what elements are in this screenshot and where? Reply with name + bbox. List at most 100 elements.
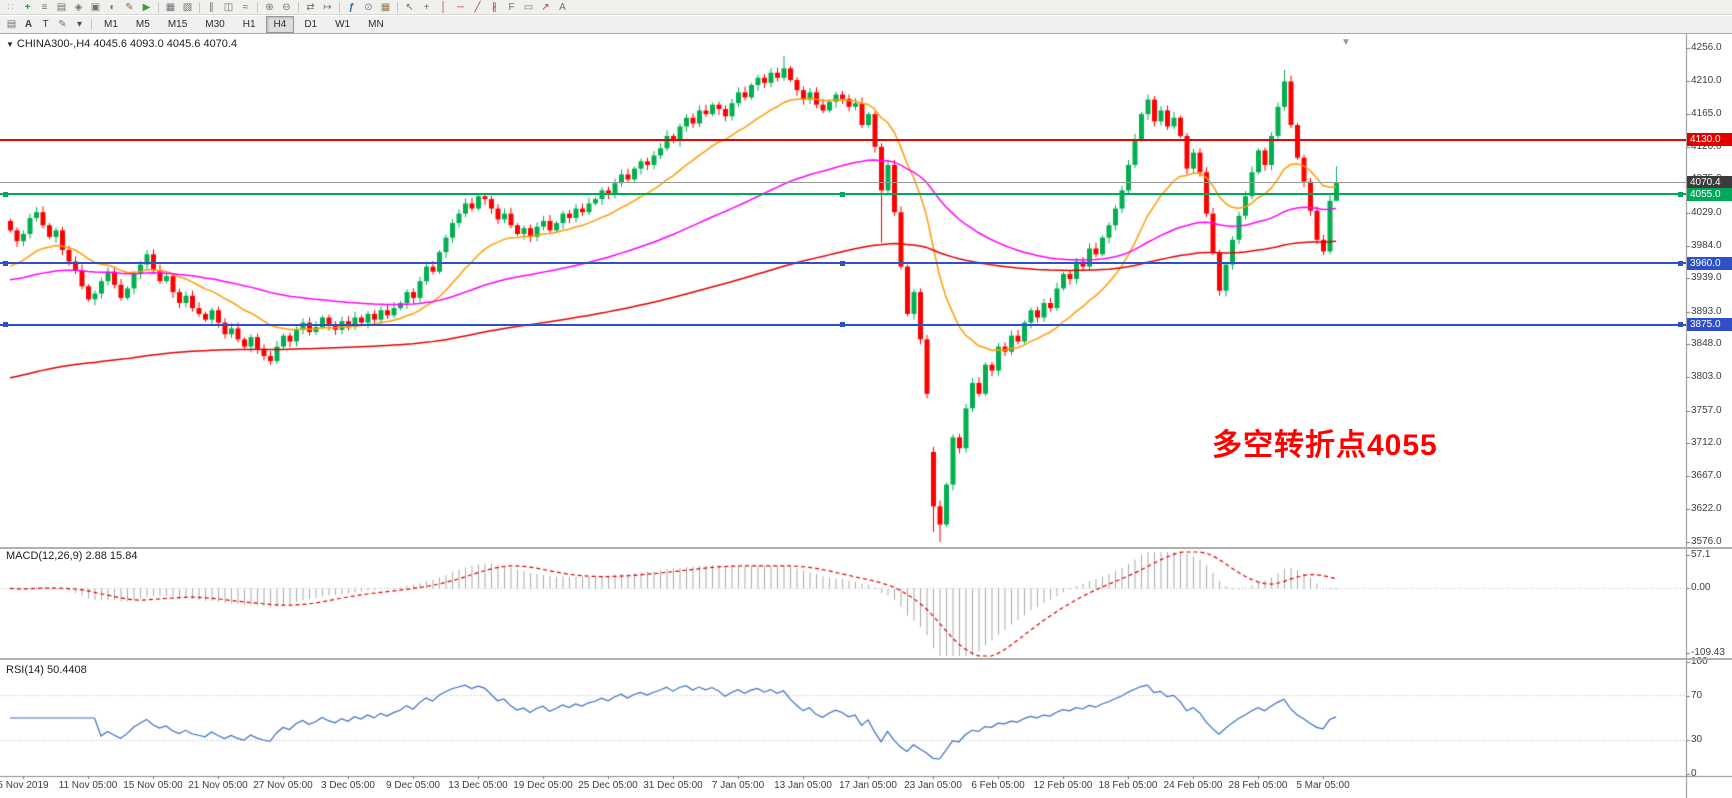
support-line-3875-handle[interactable] [840,322,845,328]
pivot-line-4055-handle[interactable] [1678,191,1683,197]
toolbar-separator [257,1,258,13]
timeframe-button-m5[interactable]: M5 [135,19,150,30]
toolbar-separator [339,1,340,13]
auto-scroll-icon[interactable]: ⇄ [306,1,315,13]
current-price-line[interactable] [0,182,1686,184]
font-tool-icon[interactable]: A [24,19,33,30]
time-axis-label: 5 Mar 05:00 [1296,780,1350,791]
chart-text-annotation[interactable]: 多空转折点4055 [1212,429,1438,462]
time-axis-label: 21 Nov 05:00 [188,780,248,791]
support-line-3960-handle[interactable] [1678,260,1683,266]
panel-separator[interactable] [0,658,1732,660]
fibonacci-icon[interactable]: F [508,1,515,13]
timeframe-button-h1[interactable]: H1 [242,19,256,30]
templates-icon[interactable]: ▦ [380,1,391,13]
text-label-tool-icon[interactable]: T [42,19,49,30]
zoom-in-icon[interactable]: ⊕ [265,1,274,13]
timeframe-button-h4[interactable]: H4 [265,16,295,33]
standard-toolbar: ∷ + ≡ ▤ ◈ ▣ ◐ ✎ ▶ ▦ ▧ ∥ ◫ ≈ ⊕ ⊖ ⇄ ↦ ƒ ⊙ ▦ ↖ + │ ─ ╱ ∦ F ▭ ↗ A [0,0,1732,15]
price-tag: 4055.0 [1687,187,1732,201]
panel-separator[interactable] [0,547,1732,549]
time-axis-label: 3 Dec 05:00 [321,780,375,791]
price-axis-label: 3622.0 [1691,502,1722,514]
zoom-out-icon[interactable]: ⊖ [282,1,291,13]
vertical-line-icon[interactable]: │ [440,1,447,13]
time-axis-label: 25 Dec 05:00 [578,780,638,791]
price-axis-label: 4120.0 [1691,140,1722,152]
price-axis-label: 3712.0 [1691,437,1722,449]
price-axis-label: 4029.0 [1691,206,1722,218]
charts-list-icon[interactable]: ▤ [6,19,17,30]
timeframe-button-w1[interactable]: W1 [335,19,351,30]
time-axis-label: 9 Dec 05:00 [386,780,440,791]
draw-tool-icon[interactable]: ✎ [58,19,67,30]
toolbar-separator [298,1,299,13]
support-line-3875-handle[interactable] [1678,322,1683,328]
metaeditor-icon[interactable]: ✎ [125,1,134,13]
time-axis-label: 15 Nov 05:00 [123,780,183,791]
line-chart-icon[interactable]: ≈ [242,1,249,13]
trendline-icon[interactable]: ╱ [474,1,481,13]
time-axis-label: 11 Nov 05:00 [58,780,118,791]
text-icon[interactable]: A [559,1,566,13]
shapes-icon[interactable]: ▭ [523,1,534,13]
time-axis-label: 12 Feb 05:00 [1033,780,1093,791]
pivot-line-4055-handle[interactable] [840,191,845,197]
resistance-line-4130[interactable] [0,138,1686,141]
time-axis-label: 5 Nov 2019 [0,780,49,791]
cursor-icon[interactable]: ↖ [405,1,414,13]
timeframe-button-d1[interactable]: D1 [304,19,318,30]
periods-dropdown-icon[interactable]: ⊙ [364,1,373,13]
horizontal-line-icon[interactable]: ─ [456,1,465,13]
autotrading-icon[interactable]: ▶ [142,1,151,13]
profiles-icon[interactable]: ▧ [182,1,193,13]
chart-symbol-title: ▼ CHINA300-,H4 4045.6 4093.0 4045.6 4070.… [6,38,237,50]
chart-canvas[interactable] [0,34,1732,798]
arrows-icon[interactable]: ↗ [541,1,550,13]
new-order-icon[interactable]: + [24,1,31,13]
toolbar-grip[interactable]: ∷ [7,1,14,13]
timeframe-button-mn[interactable]: MN [368,19,384,30]
time-axis-label: 6 Feb 05:00 [971,780,1025,791]
price-axis-label: 4210.0 [1691,75,1722,87]
support-line-3960-handle[interactable] [840,260,845,266]
time-axis-label: 19 Dec 05:00 [513,780,573,791]
price-axis-label: 3939.0 [1691,272,1722,284]
equidistant-channel-icon[interactable]: ∦ [492,1,497,13]
macd-axis-label: 0.00 [1691,582,1711,594]
price-axis-label: 3757.0 [1691,404,1722,416]
time-axis-label: 28 Feb 05:00 [1228,780,1288,791]
price-axis-label: 3848.0 [1691,338,1722,350]
bar-chart-icon[interactable]: ∥ [209,1,214,13]
pivot-line-4055-handle[interactable] [3,191,8,197]
crosshair-icon[interactable]: + [423,1,430,13]
chart-shift-icon[interactable]: ↦ [323,1,332,13]
support-line-3875-handle[interactable] [3,322,8,328]
timeframe-button-m15[interactable]: M15 [167,19,188,30]
new-chart-icon[interactable]: ▦ [165,1,176,13]
market-watch-icon[interactable]: ≡ [41,1,48,13]
time-axis-label: 18 Feb 05:00 [1098,780,1158,791]
support-line-3960-handle[interactable] [3,260,8,266]
symbol-triangle-icon: ▼ [6,40,14,49]
dropdown-caret-icon[interactable]: ▾ [76,19,83,30]
indicators-icon[interactable]: ƒ [348,1,355,13]
time-axis-label: 31 Dec 05:00 [643,780,703,791]
chart-shift-marker-icon[interactable]: ▼ [1341,37,1351,48]
price-axis-label: 3803.0 [1691,371,1722,383]
chart-area[interactable]: ▼ CHINA300-,H4 4045.6 4093.0 4045.6 4070.… [0,34,1732,798]
strategy-tester-icon[interactable]: ◐ [109,1,116,13]
timeframe-button-m1[interactable]: M1 [104,19,118,30]
data-window-icon[interactable]: ▤ [56,1,67,13]
price-tag: 4070.4 [1687,176,1732,190]
toolbar-separator [158,1,159,13]
timeframe-button-m30[interactable]: M30 [205,19,225,30]
terminal-icon[interactable]: ▣ [90,1,101,13]
time-axis-label: 23 Jan 05:00 [904,780,962,791]
candlestick-chart-icon[interactable]: ◫ [223,1,234,13]
navigator-icon[interactable]: ◈ [74,1,83,13]
toolbar-separator [91,19,92,30]
time-axis-label: 7 Jan 05:00 [711,780,765,791]
price-tag: 3875.0 [1687,318,1732,332]
